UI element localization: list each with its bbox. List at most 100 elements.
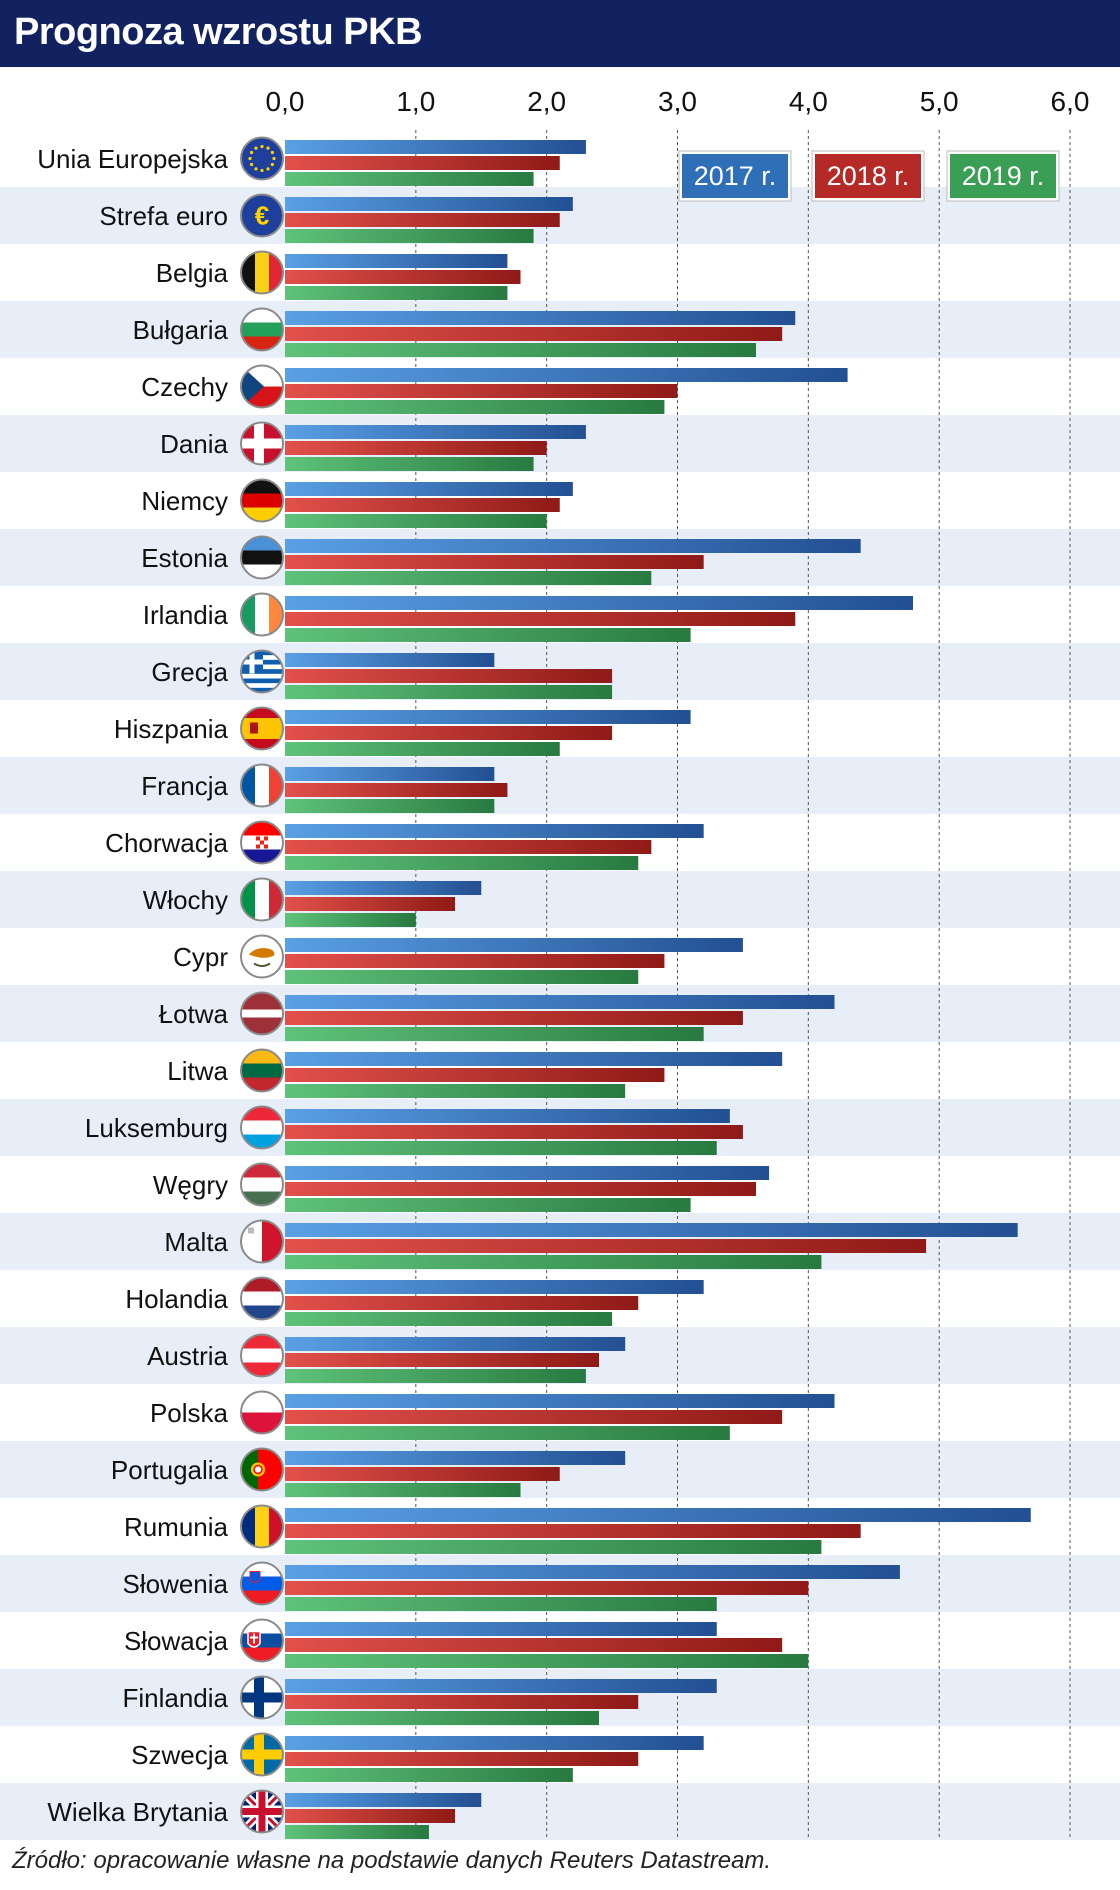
- bar-2019-18: [285, 1141, 717, 1155]
- eu-flag-icon: [240, 136, 284, 181]
- bar-2019-22: [285, 1369, 586, 1383]
- category-label: Estonia: [141, 543, 228, 573]
- category-label: Portugalia: [111, 1455, 229, 1485]
- bar-2018-9: [285, 612, 796, 626]
- bar-2019-25: [285, 1540, 822, 1554]
- legend-2018: 2018 r.: [811, 150, 925, 202]
- bar-2019-13: [285, 856, 639, 870]
- header-bar: Prognoza wzrostu PKB: [0, 0, 1120, 67]
- row-band: [0, 415, 1120, 472]
- bar-2019-29: [285, 1768, 573, 1782]
- category-label: Polska: [150, 1398, 229, 1428]
- bar-2019-15: [285, 970, 639, 984]
- bar-2018-28: [285, 1695, 639, 1709]
- bar-2018-1: [285, 156, 560, 170]
- bar-2018-6: [285, 441, 547, 455]
- bar-2017-20: [285, 1223, 1018, 1237]
- bar-2018-7: [285, 498, 560, 512]
- bar-2018-26: [285, 1581, 809, 1595]
- bar-2019-7: [285, 514, 547, 528]
- bar-2017-25: [285, 1508, 1031, 1522]
- bar-2018-21: [285, 1296, 639, 1310]
- bar-2018-10: [285, 669, 613, 683]
- x-tick-label: 5,0: [920, 86, 959, 117]
- bar-2017-4: [285, 311, 796, 325]
- category-label: Malta: [164, 1227, 228, 1257]
- x-tick-label: 2,0: [527, 86, 566, 117]
- x-tick-label: 0,0: [266, 86, 305, 117]
- bar-2019-21: [285, 1312, 613, 1326]
- bar-2017-3: [285, 254, 508, 268]
- hungary-flag-icon: [240, 1162, 284, 1207]
- estonia-flag-icon: [240, 535, 284, 580]
- bar-2017-6: [285, 425, 586, 439]
- bar-2017-5: [285, 368, 848, 382]
- source-note: Źródło: opracowanie własne na podstawie …: [12, 1847, 772, 1874]
- euro-flag-icon: €: [240, 193, 284, 238]
- category-label: Francja: [141, 771, 228, 801]
- category-label: Grecja: [151, 657, 228, 687]
- bar-2019-6: [285, 457, 534, 471]
- bar-2019-23: [285, 1426, 730, 1440]
- category-label: Luksemburg: [85, 1113, 228, 1143]
- category-label: Niemcy: [141, 486, 228, 516]
- bar-2017-23: [285, 1394, 835, 1408]
- bar-2017-2: [285, 197, 573, 211]
- bar-2018-20: [285, 1239, 927, 1253]
- bar-2019-8: [285, 571, 652, 585]
- croatia-flag-icon: [240, 820, 284, 865]
- legend-2017: 2017 r.: [678, 150, 792, 202]
- bar-2019-11: [285, 742, 560, 756]
- ireland-flag-icon: [240, 592, 284, 637]
- bar-2017-1: [285, 140, 586, 154]
- bar-chart: 0,0 1,0 2,0 3,0 4,0 5,0 6,0 Unia Europejska Stre…: [0, 86, 1120, 1840]
- category-label: Włochy: [143, 885, 228, 915]
- bar-2018-2: [285, 213, 560, 227]
- bar-2017-13: [285, 824, 704, 838]
- bar-2019-4: [285, 343, 756, 357]
- sweden-flag-icon: [240, 1732, 284, 1777]
- category-label: Słowacja: [124, 1626, 229, 1656]
- bar-2018-23: [285, 1410, 783, 1424]
- bar-2019-14: [285, 913, 416, 927]
- bar-2017-29: [285, 1736, 704, 1750]
- category-label: Belgia: [156, 258, 229, 288]
- spain-flag-icon: [240, 706, 284, 751]
- bar-2017-8: [285, 539, 861, 553]
- bar-2017-26: [285, 1565, 900, 1579]
- greece-flag-icon: [240, 649, 284, 694]
- bar-2018-16: [285, 1011, 743, 1025]
- category-label: Strefa euro: [99, 201, 228, 231]
- bar-2019-16: [285, 1027, 704, 1041]
- bar-2018-11: [285, 726, 613, 740]
- bar-2018-22: [285, 1353, 599, 1367]
- cyprus-flag-icon: [240, 934, 284, 979]
- bar-2019-17: [285, 1084, 626, 1098]
- bar-2018-14: [285, 897, 456, 911]
- category-label: Austria: [147, 1341, 228, 1371]
- bar-2018-8: [285, 555, 704, 569]
- portugal-flag-icon: [240, 1447, 284, 1492]
- poland-flag-icon: [240, 1390, 284, 1435]
- category-label: Słowenia: [122, 1569, 228, 1599]
- uk-flag-icon: [240, 1789, 284, 1834]
- x-tick-label: 1,0: [396, 86, 435, 117]
- category-label: Cypr: [173, 942, 228, 972]
- category-label: Bułgaria: [133, 315, 229, 345]
- category-label: Łotwa: [159, 999, 229, 1029]
- bar-2018-12: [285, 783, 508, 797]
- bar-2018-3: [285, 270, 521, 284]
- czechia-flag-icon: [240, 364, 284, 409]
- bar-2018-15: [285, 954, 665, 968]
- bar-2018-13: [285, 840, 652, 854]
- bar-2019-9: [285, 628, 691, 642]
- category-label: Irlandia: [143, 600, 229, 630]
- row-band: [0, 187, 1120, 244]
- chart-title: Prognoza wzrostu PKB: [14, 11, 423, 53]
- bar-2018-30: [285, 1809, 456, 1823]
- bar-2017-9: [285, 596, 913, 610]
- category-label: Czechy: [141, 372, 228, 402]
- italy-flag-icon: [240, 877, 284, 922]
- bulgaria-flag-icon: [240, 307, 284, 352]
- austria-flag-icon: [240, 1333, 284, 1378]
